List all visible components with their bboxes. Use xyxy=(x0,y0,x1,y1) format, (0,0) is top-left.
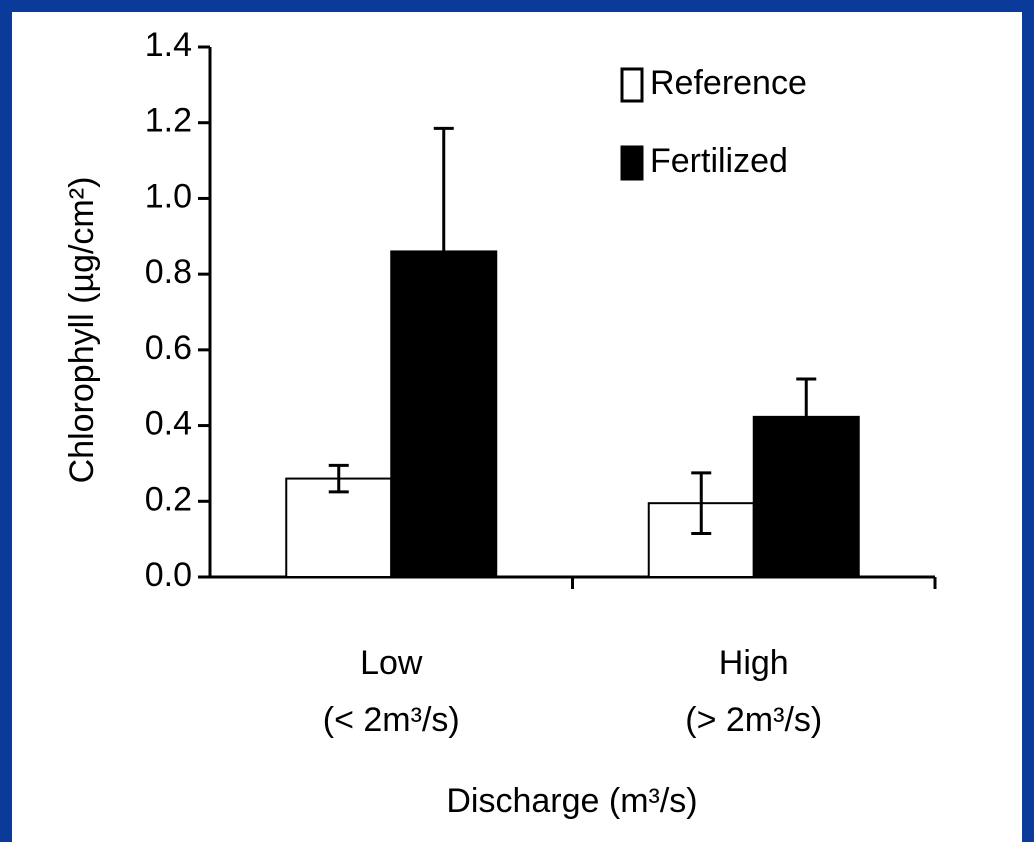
y-tick-label: 0.4 xyxy=(145,405,192,443)
y-tick-label: 0.0 xyxy=(145,556,192,594)
x-tick-label: High xyxy=(719,644,789,682)
legend-label: Fertilized xyxy=(650,142,788,180)
legend-swatch xyxy=(620,145,644,181)
y-tick-label: 0.6 xyxy=(145,329,192,367)
x-tick-sublabel: (< 2m³/s) xyxy=(323,701,460,739)
y-tick-label: 0.2 xyxy=(145,480,192,518)
x-tick-sublabel: (> 2m³/s) xyxy=(685,701,822,739)
y-axis-label: Chlorophyll (µg/cm²) xyxy=(63,177,101,484)
legend-swatch xyxy=(620,67,644,103)
legend-label: Reference xyxy=(650,64,807,102)
y-tick-label: 1.2 xyxy=(145,102,192,140)
x-axis-label: Discharge (m³/s) xyxy=(446,782,697,820)
y-tick-label: 1.4 xyxy=(145,26,192,64)
y-tick-label: 1.0 xyxy=(145,177,192,215)
bar xyxy=(285,477,393,579)
y-tick-label: 0.8 xyxy=(145,253,192,291)
x-tick-label: Low xyxy=(360,644,423,682)
